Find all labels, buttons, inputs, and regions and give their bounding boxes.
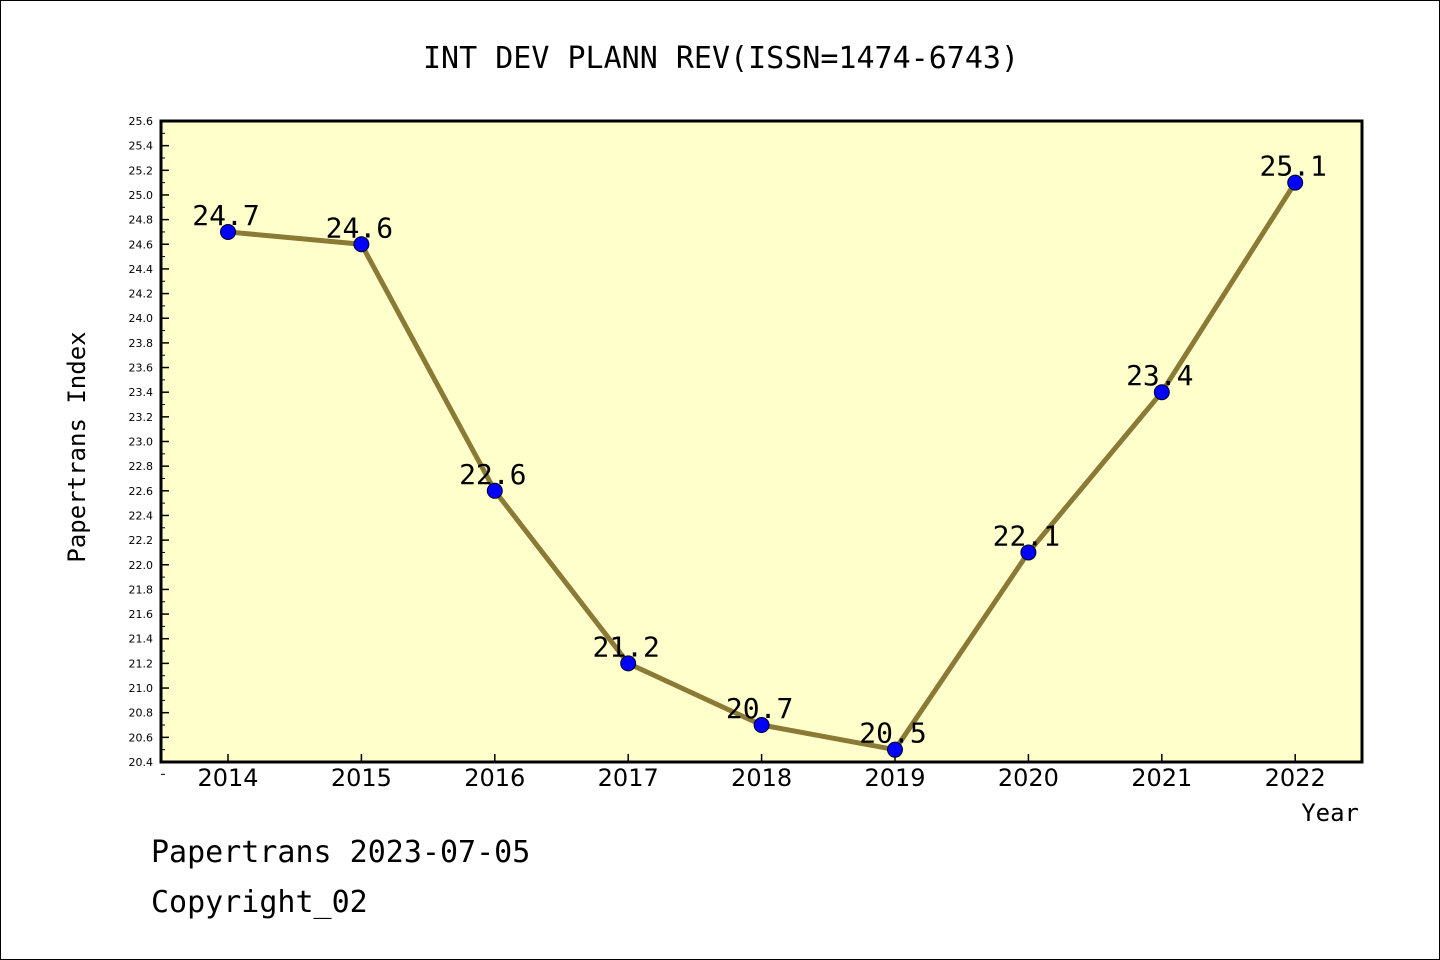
y-tick-label: 21.6 xyxy=(129,608,154,621)
y-tick-label: 22.6 xyxy=(129,485,154,498)
y-tick-label: 20.8 xyxy=(129,707,154,720)
data-label: 20.7 xyxy=(726,692,793,725)
y-tick-label: 24.8 xyxy=(129,214,154,227)
data-point xyxy=(887,741,903,758)
x-tick-label: 2019 xyxy=(864,764,925,792)
y-tick-label: 25.0 xyxy=(129,189,154,202)
y-tick-label: 25.6 xyxy=(129,115,154,128)
y-tick-label: 24.0 xyxy=(129,312,154,325)
y-tick-label: 24.6 xyxy=(129,238,154,251)
y-tick-label: 22.8 xyxy=(129,460,154,473)
x-tick-label: 2015 xyxy=(331,764,392,792)
chart-title: INT DEV PLANN REV(ISSN=1474-6743) xyxy=(423,41,1019,76)
data-label: 24.7 xyxy=(192,199,259,232)
footer-copyright-line: Copyright_02 xyxy=(151,885,368,920)
y-tick-label: 24.4 xyxy=(129,263,154,276)
y-tick-label: 23.0 xyxy=(129,436,154,449)
data-point xyxy=(1153,384,1170,401)
x-tick-label: 2018 xyxy=(731,764,792,792)
data-label: 21.2 xyxy=(592,630,659,663)
data-point xyxy=(353,236,370,253)
x-axis-label: Year xyxy=(1301,799,1359,827)
y-tick-label: 22.0 xyxy=(129,559,154,572)
data-label: 23.4 xyxy=(1126,359,1193,392)
data-point xyxy=(753,717,770,734)
x-axis: 2014 2015 2016 2017 2018 2019 2020 2021 2022 xyxy=(197,754,1326,792)
y-tick-label: 21.0 xyxy=(129,682,154,695)
data-label: 24.6 xyxy=(326,211,393,244)
y-tick-label: 22.2 xyxy=(129,534,154,547)
x-tick-label: 2021 xyxy=(1131,764,1192,792)
data-point xyxy=(620,655,637,672)
data-label: 20.5 xyxy=(859,717,926,750)
x-tick-label: 2017 xyxy=(598,764,659,792)
y-tick-label: 20.4 xyxy=(129,756,154,769)
y-tick-label: 21.2 xyxy=(129,657,154,670)
data-labels: 24.7 24.6 22.6 21.2 20.7 20.5 22.1 23.4 25.1 xyxy=(192,150,1327,750)
data-point xyxy=(1287,174,1304,191)
y-tick-label: 21.4 xyxy=(129,633,154,646)
data-label: 25.1 xyxy=(1259,150,1326,183)
plot-area xyxy=(159,119,1364,764)
x-tick-label: 2014 xyxy=(197,764,258,792)
data-point xyxy=(1020,544,1037,561)
x-tick-label: 2020 xyxy=(998,764,1059,792)
data-label: 22.1 xyxy=(993,519,1060,552)
y-axis-label: Papertrans Index xyxy=(63,331,91,562)
footer-date-line: Papertrans 2023-07-05 xyxy=(151,835,531,870)
y-tick-label: 23.6 xyxy=(129,362,154,375)
y-tick-label: 23.8 xyxy=(129,337,154,350)
y-tick-label: 25.4 xyxy=(129,140,154,153)
y-tick-label: 24.2 xyxy=(129,288,154,301)
x-tick-label: 2016 xyxy=(464,764,525,792)
y-tick-label: 23.2 xyxy=(129,411,154,424)
data-points xyxy=(220,174,1304,758)
data-label: 22.6 xyxy=(459,458,526,491)
y-axis: 20.4 20.6 20.8 21.0 21.2 21.4 21.6 21.8 22.0 22.2… xyxy=(129,115,169,775)
y-tick-label: 21.8 xyxy=(129,583,154,596)
x-tick-label: 2022 xyxy=(1265,764,1326,792)
y-tick-label: 23.4 xyxy=(129,386,154,399)
data-point xyxy=(486,482,503,499)
y-tick-label: 20.6 xyxy=(129,731,154,744)
y-tick-label: 22.4 xyxy=(129,509,154,522)
data-point xyxy=(220,223,236,240)
y-tick-label: 25.2 xyxy=(129,164,154,177)
